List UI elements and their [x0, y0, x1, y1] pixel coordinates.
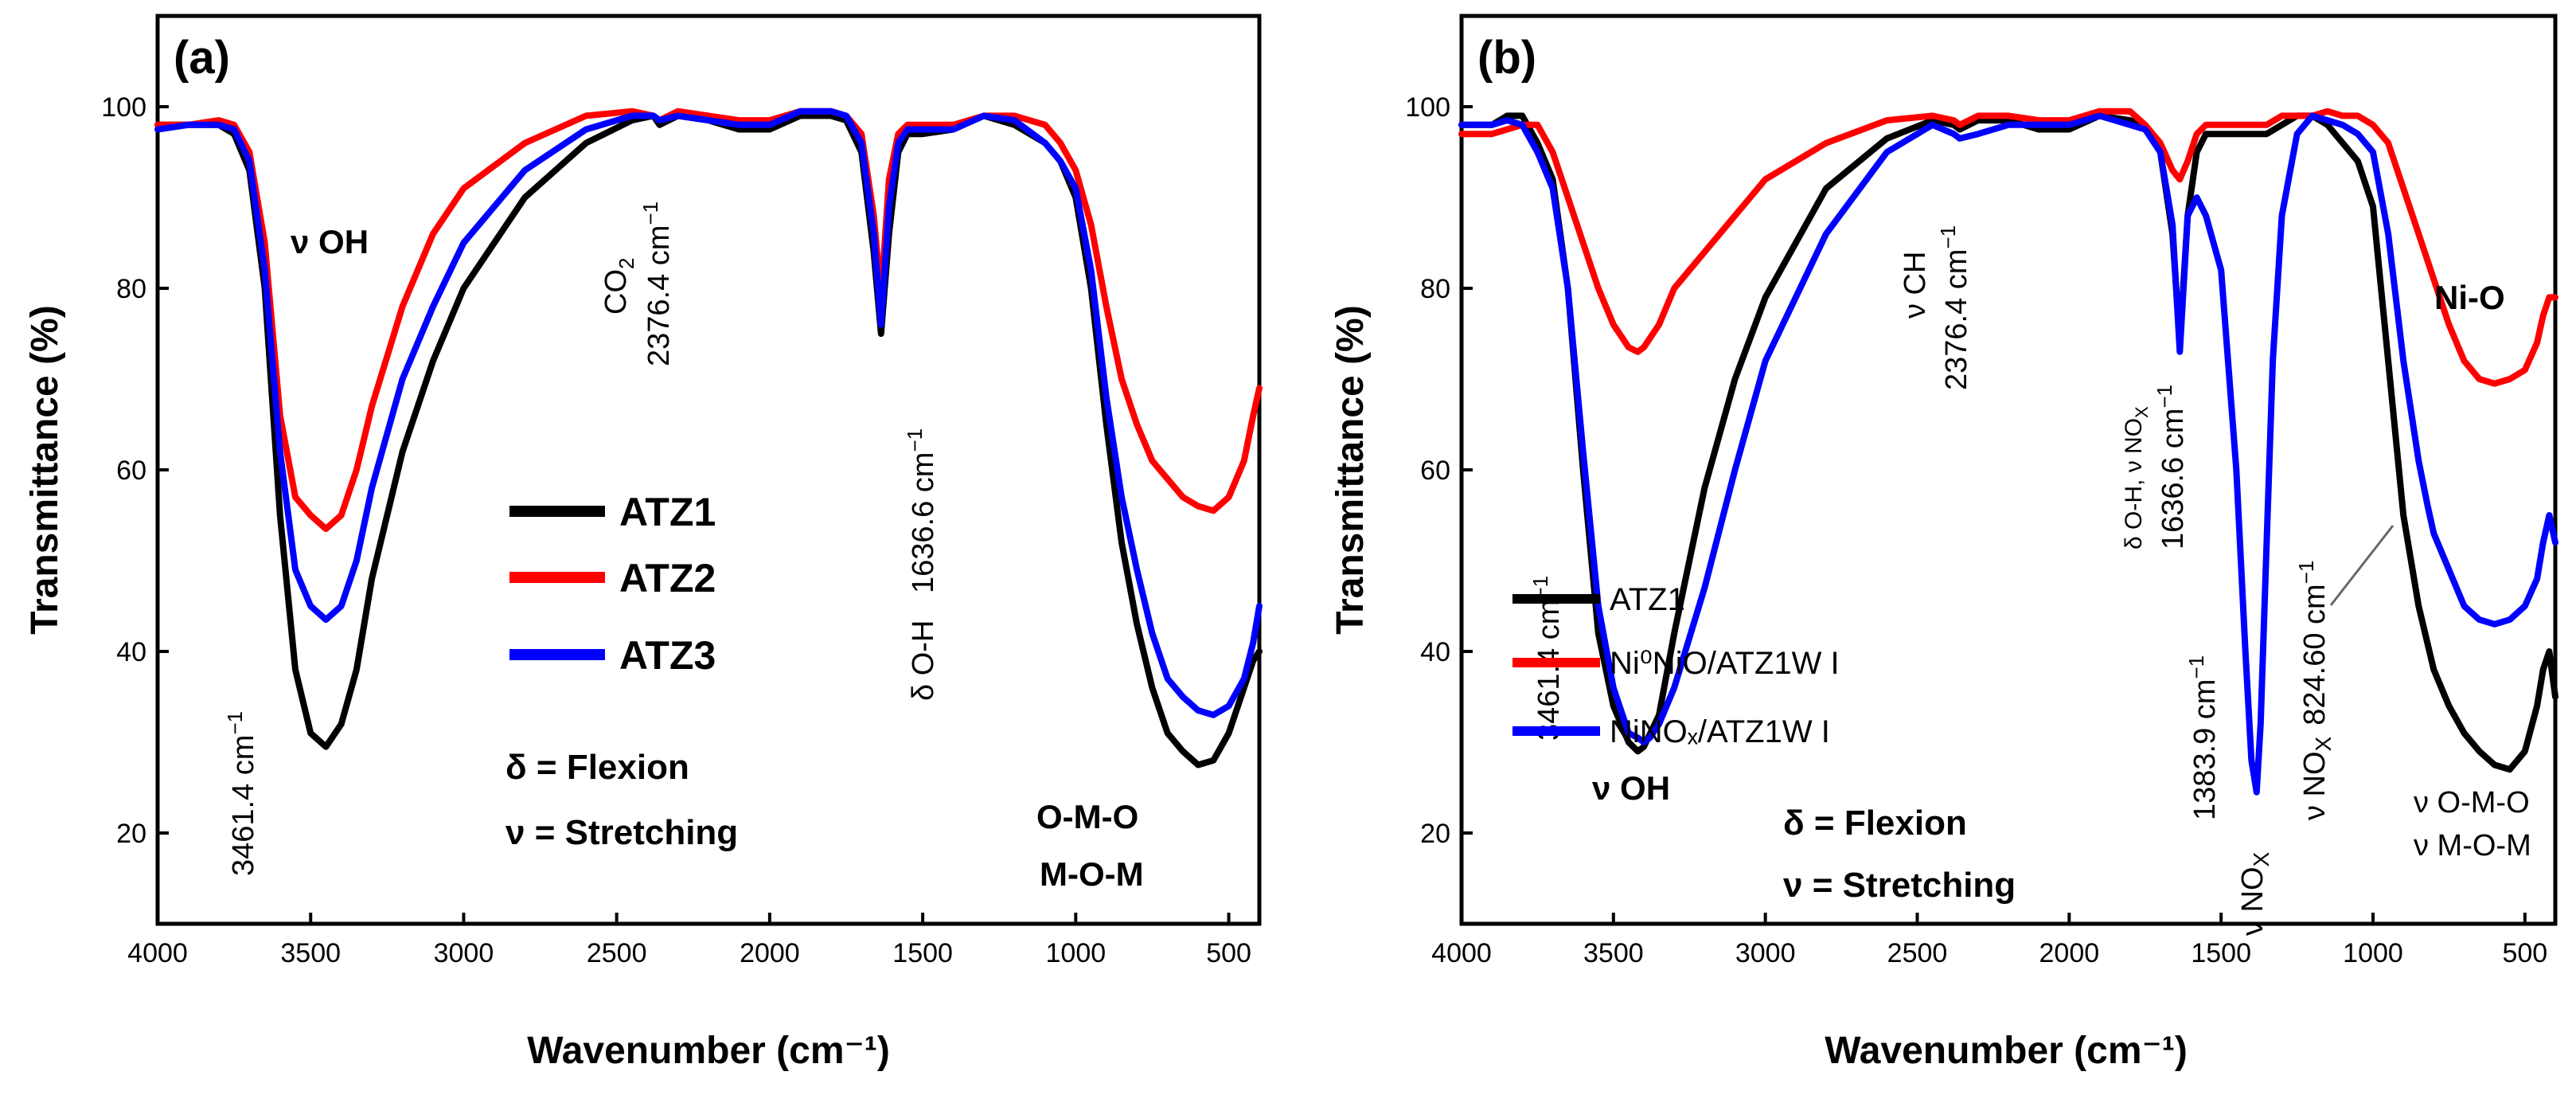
panel-b-chart: 4000 3500 3000 2500 2000 1500 1000 500 20 40 60 80 1…	[1329, 14, 2558, 1072]
panel-a-legend-atz3: ATZ3	[619, 633, 716, 678]
panel-a-annot-omo: O-M-O	[1036, 798, 1138, 835]
panel-b-y-axis-title: Transmittance (%)	[1329, 305, 1372, 634]
x-tick-label: 1000	[2343, 938, 2403, 968]
panel-a-y-axis-title: Transmittance (%)	[24, 305, 66, 634]
panel-b-legend-ninox: NiNOₓ/ATZ1W I	[1610, 714, 1830, 749]
panel-a-annot-co2: CO2	[599, 258, 638, 315]
panel-a-legend-atz1: ATZ1	[619, 490, 716, 534]
panel-b-annot-no2-text: ν NOX824.60 cm−1	[2294, 561, 2336, 820]
panel-b-annot-doh-nuno: δ O-H, ν NOX	[2121, 406, 2152, 550]
y-tick-label: 20	[1420, 819, 1450, 849]
panel-a-annot-co2-wn: 2376.4 cm−1	[638, 201, 676, 366]
panel-b-legend: ATZ1 Ni⁰NiO/ATZ1W I NiNOₓ/ATZ1W I	[1512, 582, 1840, 749]
panel-b-label: (b)	[1477, 32, 1536, 84]
series-line-nino-atz1w-i	[1458, 112, 2558, 796]
y-tick-label: 40	[116, 637, 146, 667]
panel-a-annot-doh: δ O-H	[907, 620, 940, 701]
panel-a-x-axis-title: Wavenumber (cm⁻¹)	[527, 1030, 890, 1072]
y-tick-label: 40	[1420, 637, 1450, 667]
panel-a-annot-co2-text: CO2	[599, 258, 638, 315]
panel-a-annot-peak-wn: 3461.4 cm−1	[223, 711, 260, 876]
panel-b-annot-nu-nox: ν NOX	[2236, 851, 2274, 936]
panel-b-x-axis-title: Wavenumber (cm⁻¹)	[1825, 1030, 2188, 1072]
panel-a-annot-mom: M-O-M	[1040, 855, 1144, 893]
y-tick-label: 20	[116, 819, 146, 849]
panel-a-series	[154, 108, 1263, 769]
x-tick-label: 3500	[1583, 938, 1644, 968]
panel-a-chart: 4000 3500 3000 2500 2000 1500 1000 500 20 40 60 80 1…	[24, 14, 1263, 1072]
panel-a-key-stretching: ν = Stretching	[505, 813, 738, 852]
y-tick-label: 60	[1420, 456, 1450, 486]
panel-b-annot-no-wn-text: 1383.9 cm−1	[2184, 655, 2222, 820]
panel-b-annot-nio: Ni-O	[2434, 279, 2505, 316]
panel-b-annot-nu-omo: ν O-M-O	[2414, 786, 2530, 819]
x-tick-label: 500	[1206, 938, 1251, 968]
y-tick-label: 100	[1405, 92, 1450, 123]
panel-a-annot-doh-wn-text: 1636.6 cm−1	[903, 428, 940, 593]
panel-b-annot-nu-ch-text: ν CH	[1899, 252, 1932, 319]
panel-b-legend-ninio: Ni⁰NiO/ATZ1W I	[1610, 646, 1840, 681]
panel-a-label: (a)	[174, 32, 230, 84]
panel-a-legend-atz2: ATZ2	[619, 556, 716, 600]
x-tick-label: 1500	[2191, 938, 2251, 968]
panel-b-legend-atz1: ATZ1	[1610, 582, 1685, 617]
x-tick-label: 3500	[280, 938, 341, 968]
x-tick-label: 2500	[587, 938, 647, 968]
panel-b-ticks: 4000 3500 3000 2500 2000 1500 1000 500 20 40 60 80 1…	[1405, 92, 2547, 968]
series-line-ni-nio-atz1w-i	[1458, 108, 2558, 387]
panel-b-annot-nu-mom: ν M-O-M	[2414, 829, 2531, 862]
y-tick-label: 100	[101, 92, 146, 123]
panel-b-annot-nu-ch: ν CH	[1899, 252, 1932, 319]
x-tick-label: 1500	[892, 938, 953, 968]
panel-a-annot-peak-wn-text: 3461.4 cm−1	[223, 711, 260, 876]
x-tick-label: 1000	[1046, 938, 1107, 968]
panel-b-annot-leader-line	[2329, 525, 2395, 606]
series-line-atz3	[154, 108, 1263, 718]
x-tick-label: 2000	[2039, 938, 2100, 968]
y-tick-label: 60	[116, 456, 146, 486]
x-tick-label: 500	[2502, 938, 2547, 968]
panel-a-plot-frame	[155, 14, 1262, 926]
panel-b-annot-ch-wn: 2376.4 cm−1	[1936, 225, 1973, 390]
series-line-atz1	[154, 112, 1263, 769]
panel-a-annot-co2-wn-text: 2376.4 cm−1	[638, 201, 676, 366]
x-tick-label: 2000	[740, 938, 800, 968]
panel-a-key-flexion: δ = Flexion	[505, 748, 689, 787]
x-tick-label: 2500	[1887, 938, 1948, 968]
y-tick-label: 80	[1420, 274, 1450, 304]
panel-b-annot-ch-wn-text: 2376.4 cm−1	[1936, 225, 1973, 390]
x-tick-label: 3000	[434, 938, 494, 968]
y-tick-label: 80	[116, 274, 146, 304]
panel-b-annot-doh-wn: 1636.6 cm−1	[2153, 385, 2190, 550]
x-tick-label: 3000	[1735, 938, 1796, 968]
panel-a-annot-nu-oh: ν OH	[291, 223, 369, 260]
panel-a-legend: ATZ1 ATZ2 ATZ3	[509, 490, 716, 678]
panel-b-annot-nu-nox-text: ν NOX	[2236, 851, 2274, 936]
panel-b-key-stretching: ν = Stretching	[1783, 866, 2016, 905]
panel-b-annot-doh-nuno-text: δ O-H, ν NOX	[2121, 406, 2152, 550]
panel-b-annot-doh-wn-text: 1636.6 cm−1	[2153, 385, 2190, 550]
panel-b-annot-nu-oh: ν OH	[1592, 769, 1670, 807]
panel-a-annot-doh-text: δ O-H	[907, 620, 940, 701]
panel-b-annot-no2: ν NOX824.60 cm−1	[2294, 561, 2336, 820]
x-tick-label: 4000	[127, 938, 188, 968]
panel-b-annot-no-wn: 1383.9 cm−1	[2184, 655, 2222, 820]
x-tick-label: 4000	[1431, 938, 1492, 968]
panel-b-key-flexion: δ = Flexion	[1783, 804, 1967, 843]
panel-b-series	[1458, 108, 2558, 796]
panel-a-annot-doh-wn: 1636.6 cm−1	[903, 428, 940, 593]
panel-a-ticks: 4000 3500 3000 2500 2000 1500 1000 500 20 40 60 80 1…	[101, 92, 1251, 968]
